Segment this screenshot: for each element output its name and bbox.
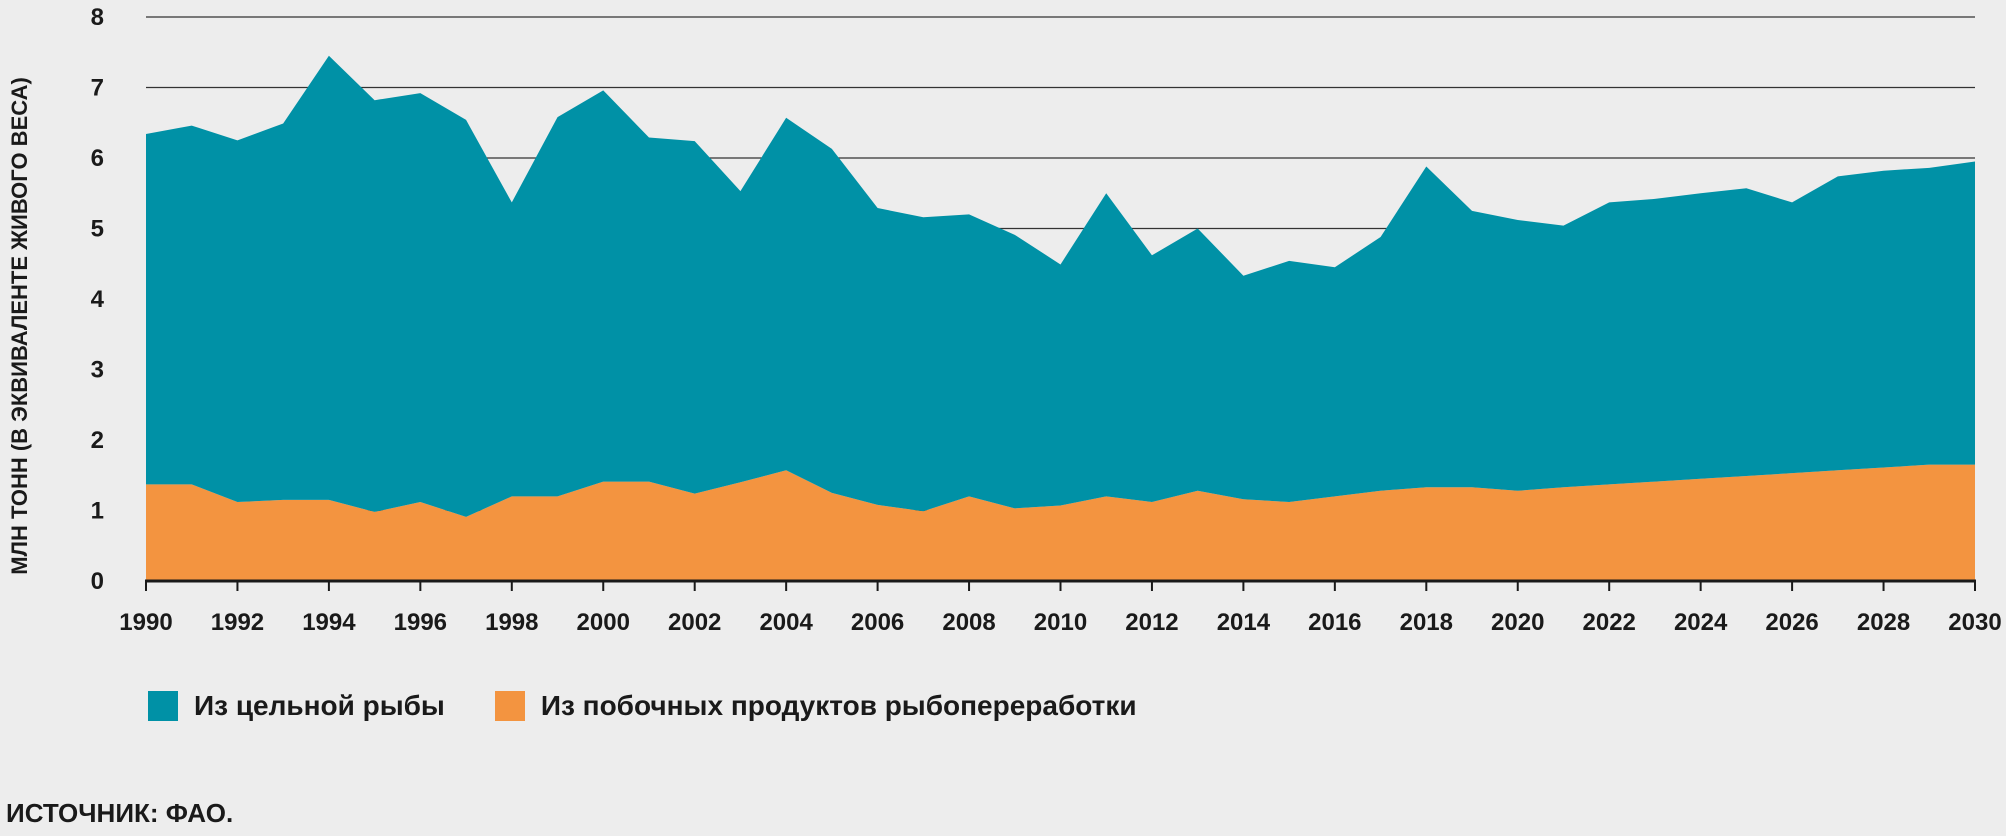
x-tick-label-1992: 1992 [211, 609, 264, 636]
x-tick-label-2020: 2020 [1491, 609, 1544, 636]
x-tick-label-2014: 2014 [1217, 609, 1271, 636]
x-tick-label-2002: 2002 [668, 609, 721, 636]
axes [145, 579, 1976, 591]
y-tick-labels: 0 1 2 3 4 5 6 7 8 [91, 4, 105, 595]
y-axis-title: МЛН ТОНН (В ЭКВИВАЛЕНТЕ ЖИВОГО ВЕСА) [7, 77, 32, 575]
x-tick-labels: 1990 1992 1994 1996 1998 2000 2002 2004 2006 2008… [119, 609, 2001, 636]
x-tick-label-2004: 2004 [759, 609, 813, 636]
x-tick-label-2008: 2008 [942, 609, 995, 636]
area-series-whole-fish [146, 55, 1975, 517]
x-tick-label-2016: 2016 [1308, 609, 1361, 636]
y-tick-label-1: 1 [91, 498, 104, 525]
y-tick-label-5: 5 [91, 216, 104, 243]
legend: Из цельной рыбы Из побочных продуктов ры… [148, 690, 1187, 722]
x-tick-label-2022: 2022 [1583, 609, 1636, 636]
y-tick-label-2: 2 [91, 427, 104, 454]
area-series-byproducts [146, 464, 1975, 581]
y-tick-label-6: 6 [91, 145, 104, 172]
x-tick-label-1996: 1996 [394, 609, 447, 636]
x-tick-label-1998: 1998 [485, 609, 538, 636]
y-tick-label-7: 7 [91, 75, 104, 102]
x-tick-label-2026: 2026 [1765, 609, 1818, 636]
legend-item-whole-fish: Из цельной рыбы [148, 690, 445, 722]
x-tick-label-1994: 1994 [302, 609, 356, 636]
legend-item-byproducts: Из побочных продуктов рыбопереработки [494, 690, 1137, 722]
areas [146, 55, 1975, 581]
y-tick-label-4: 4 [91, 286, 105, 313]
x-tick-label-2028: 2028 [1857, 609, 1910, 636]
x-tick-label-2024: 2024 [1674, 609, 1728, 636]
x-tick-label-2006: 2006 [851, 609, 904, 636]
legend-swatch-whole-fish [148, 691, 178, 721]
source-note: ИСТОЧНИК: ФАО. [6, 798, 234, 828]
y-tick-label-3: 3 [91, 357, 104, 384]
x-tick-label-2000: 2000 [577, 609, 630, 636]
y-tick-label-0: 0 [91, 568, 104, 595]
x-tick-label-2030: 2030 [1948, 609, 2001, 636]
y-tick-label-8: 8 [91, 4, 104, 31]
x-tick-label-2018: 2018 [1400, 609, 1453, 636]
x-tick-label-2010: 2010 [1034, 609, 1087, 636]
legend-label-whole-fish: Из цельной рыбы [194, 690, 445, 721]
legend-label-byproducts: Из побочных продуктов рыбопереработки [540, 690, 1137, 721]
x-tick-label-2012: 2012 [1125, 609, 1178, 636]
x-tick-label-1990: 1990 [119, 609, 172, 636]
legend-swatch-byproducts [494, 691, 525, 721]
